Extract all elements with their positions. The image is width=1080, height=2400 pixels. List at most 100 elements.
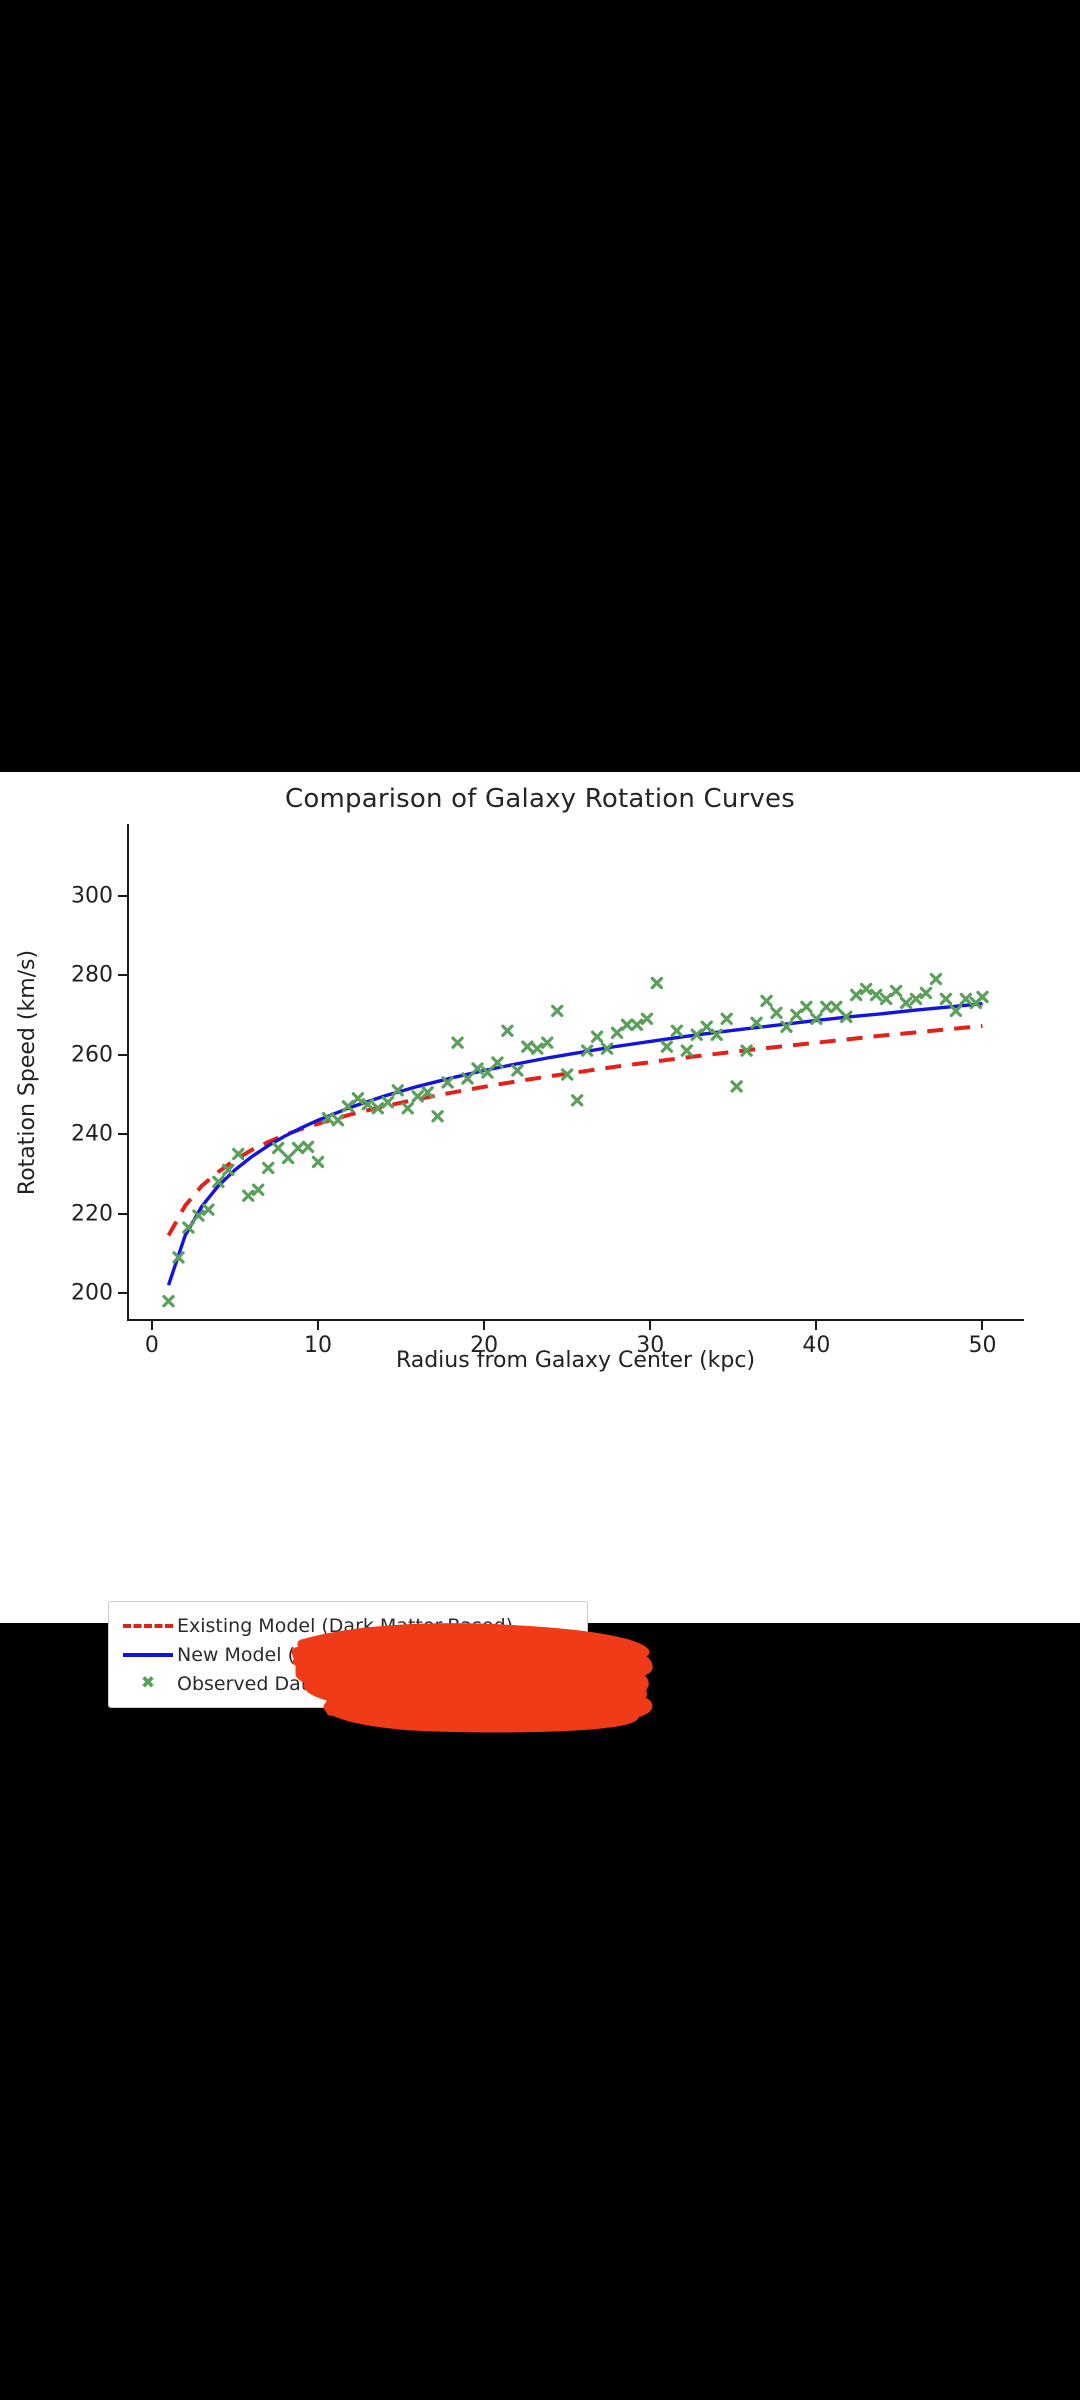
data-point — [640, 1012, 654, 1026]
series-line — [166, 1002, 983, 1286]
data-point — [511, 1064, 524, 1077]
data-point — [531, 1042, 544, 1055]
data-point — [391, 1084, 404, 1097]
legend-item-observed-data: ✖ Observed Data — [119, 1669, 575, 1698]
data-point — [471, 1062, 484, 1075]
data-point — [760, 994, 773, 1008]
data-point — [750, 1016, 763, 1029]
y-axis-tick-mark — [118, 1292, 127, 1295]
data-point — [261, 1161, 275, 1175]
solid-line-icon — [119, 1652, 177, 1657]
data-point — [411, 1090, 424, 1103]
y-axis-tick-mark — [118, 1133, 127, 1136]
x-axis-tick-mark — [981, 1321, 984, 1330]
data-point — [780, 1020, 793, 1033]
plot-axes: 200 220 240 260 280 300 0 10 20 30 40 50 — [71, 824, 1024, 1358]
plot-canvas — [162, 972, 989, 1308]
y-axis-tick-mark — [118, 1053, 127, 1056]
data-point — [800, 1000, 813, 1014]
legend-label: New Model ( — [177, 1643, 295, 1666]
data-point — [879, 992, 893, 1006]
data-point — [560, 1068, 574, 1081]
data-point — [451, 1036, 464, 1049]
data-point — [690, 1028, 703, 1041]
data-point — [840, 1010, 853, 1024]
x-axis-tick-mark — [150, 1321, 153, 1330]
data-point — [381, 1096, 394, 1109]
data-point — [660, 1040, 674, 1053]
data-point — [301, 1140, 315, 1154]
data-point — [630, 1018, 644, 1031]
y-axis-tick-mark — [118, 1212, 127, 1215]
data-point — [431, 1110, 444, 1123]
x-axis-tick-mark — [815, 1321, 818, 1330]
dashed-line-icon — [119, 1623, 177, 1628]
axis-spine-left — [127, 824, 129, 1321]
data-point — [361, 1098, 375, 1111]
data-point — [222, 1163, 235, 1177]
axis-spine-bottom — [127, 1319, 1024, 1321]
data-point — [311, 1155, 325, 1169]
data-point — [810, 1012, 823, 1026]
data-point — [580, 1044, 594, 1057]
data-point — [491, 1056, 504, 1069]
data-point — [281, 1151, 295, 1165]
data-point — [232, 1147, 245, 1161]
chart-figure: Comparison of Galaxy Rotation Curves Rot… — [0, 772, 1080, 1733]
x-axis-tick-mark — [649, 1321, 652, 1330]
x-axis-tick-label: 40 — [802, 1333, 831, 1358]
data-point — [212, 1175, 225, 1189]
data-point — [252, 1183, 265, 1196]
data-point — [501, 1024, 514, 1037]
data-point — [650, 976, 664, 990]
data-point — [541, 1036, 554, 1049]
data-point — [521, 1040, 534, 1053]
data-point — [959, 992, 973, 1006]
data-point — [331, 1114, 345, 1127]
data-point — [929, 972, 943, 986]
data-point — [172, 1251, 185, 1264]
legend-label: Existing Model (Dark Matter-Based) — [177, 1614, 514, 1637]
data-point — [889, 984, 903, 998]
data-point — [670, 1024, 684, 1037]
data-point — [570, 1094, 584, 1107]
x-axis-tick-label: 20 — [470, 1333, 499, 1358]
x-axis-label: Radius from Galaxy Center (kpc) — [395, 1348, 756, 1373]
data-point — [341, 1100, 355, 1113]
data-point — [291, 1141, 305, 1155]
data-point — [830, 1000, 843, 1014]
series-scatter — [162, 972, 989, 1308]
legend-item-existing-model: Existing Model (Dark Matter-Based) — [119, 1611, 575, 1640]
data-point — [371, 1102, 385, 1115]
data-point — [820, 1000, 833, 1014]
data-point — [899, 996, 913, 1010]
letterbox-bottom — [0, 1623, 1080, 2400]
data-point — [949, 1004, 963, 1018]
data-point — [700, 1020, 713, 1033]
y-axis-label-text: Rotation Speed (km/s) — [15, 949, 41, 1196]
y-axis-label: Rotation Speed (km/s) — [14, 824, 42, 1321]
data-point — [790, 1008, 803, 1022]
chart-legend: Existing Model (Dark Matter-Based) New M… — [108, 1601, 588, 1708]
y-axis-tick-label: 220 — [71, 1201, 113, 1227]
data-point — [939, 992, 953, 1006]
x-axis-tick-mark — [483, 1321, 486, 1330]
data-point — [441, 1076, 454, 1089]
y-axis-tick-label: 200 — [71, 1280, 113, 1306]
data-point — [351, 1092, 365, 1105]
data-point — [461, 1072, 474, 1085]
data-point — [740, 1044, 753, 1057]
data-point — [976, 990, 989, 1004]
y-axis-tick-label: 260 — [71, 1042, 113, 1068]
data-point — [242, 1189, 255, 1202]
data-point — [720, 1012, 733, 1026]
data-point — [551, 1004, 564, 1018]
letterbox-top — [0, 0, 1080, 772]
data-point — [182, 1221, 195, 1234]
data-point — [730, 1080, 743, 1093]
data-point — [202, 1203, 215, 1216]
x-axis-tick-mark — [317, 1321, 320, 1330]
data-point — [321, 1112, 335, 1125]
y-axis-tick-mark — [118, 894, 127, 897]
